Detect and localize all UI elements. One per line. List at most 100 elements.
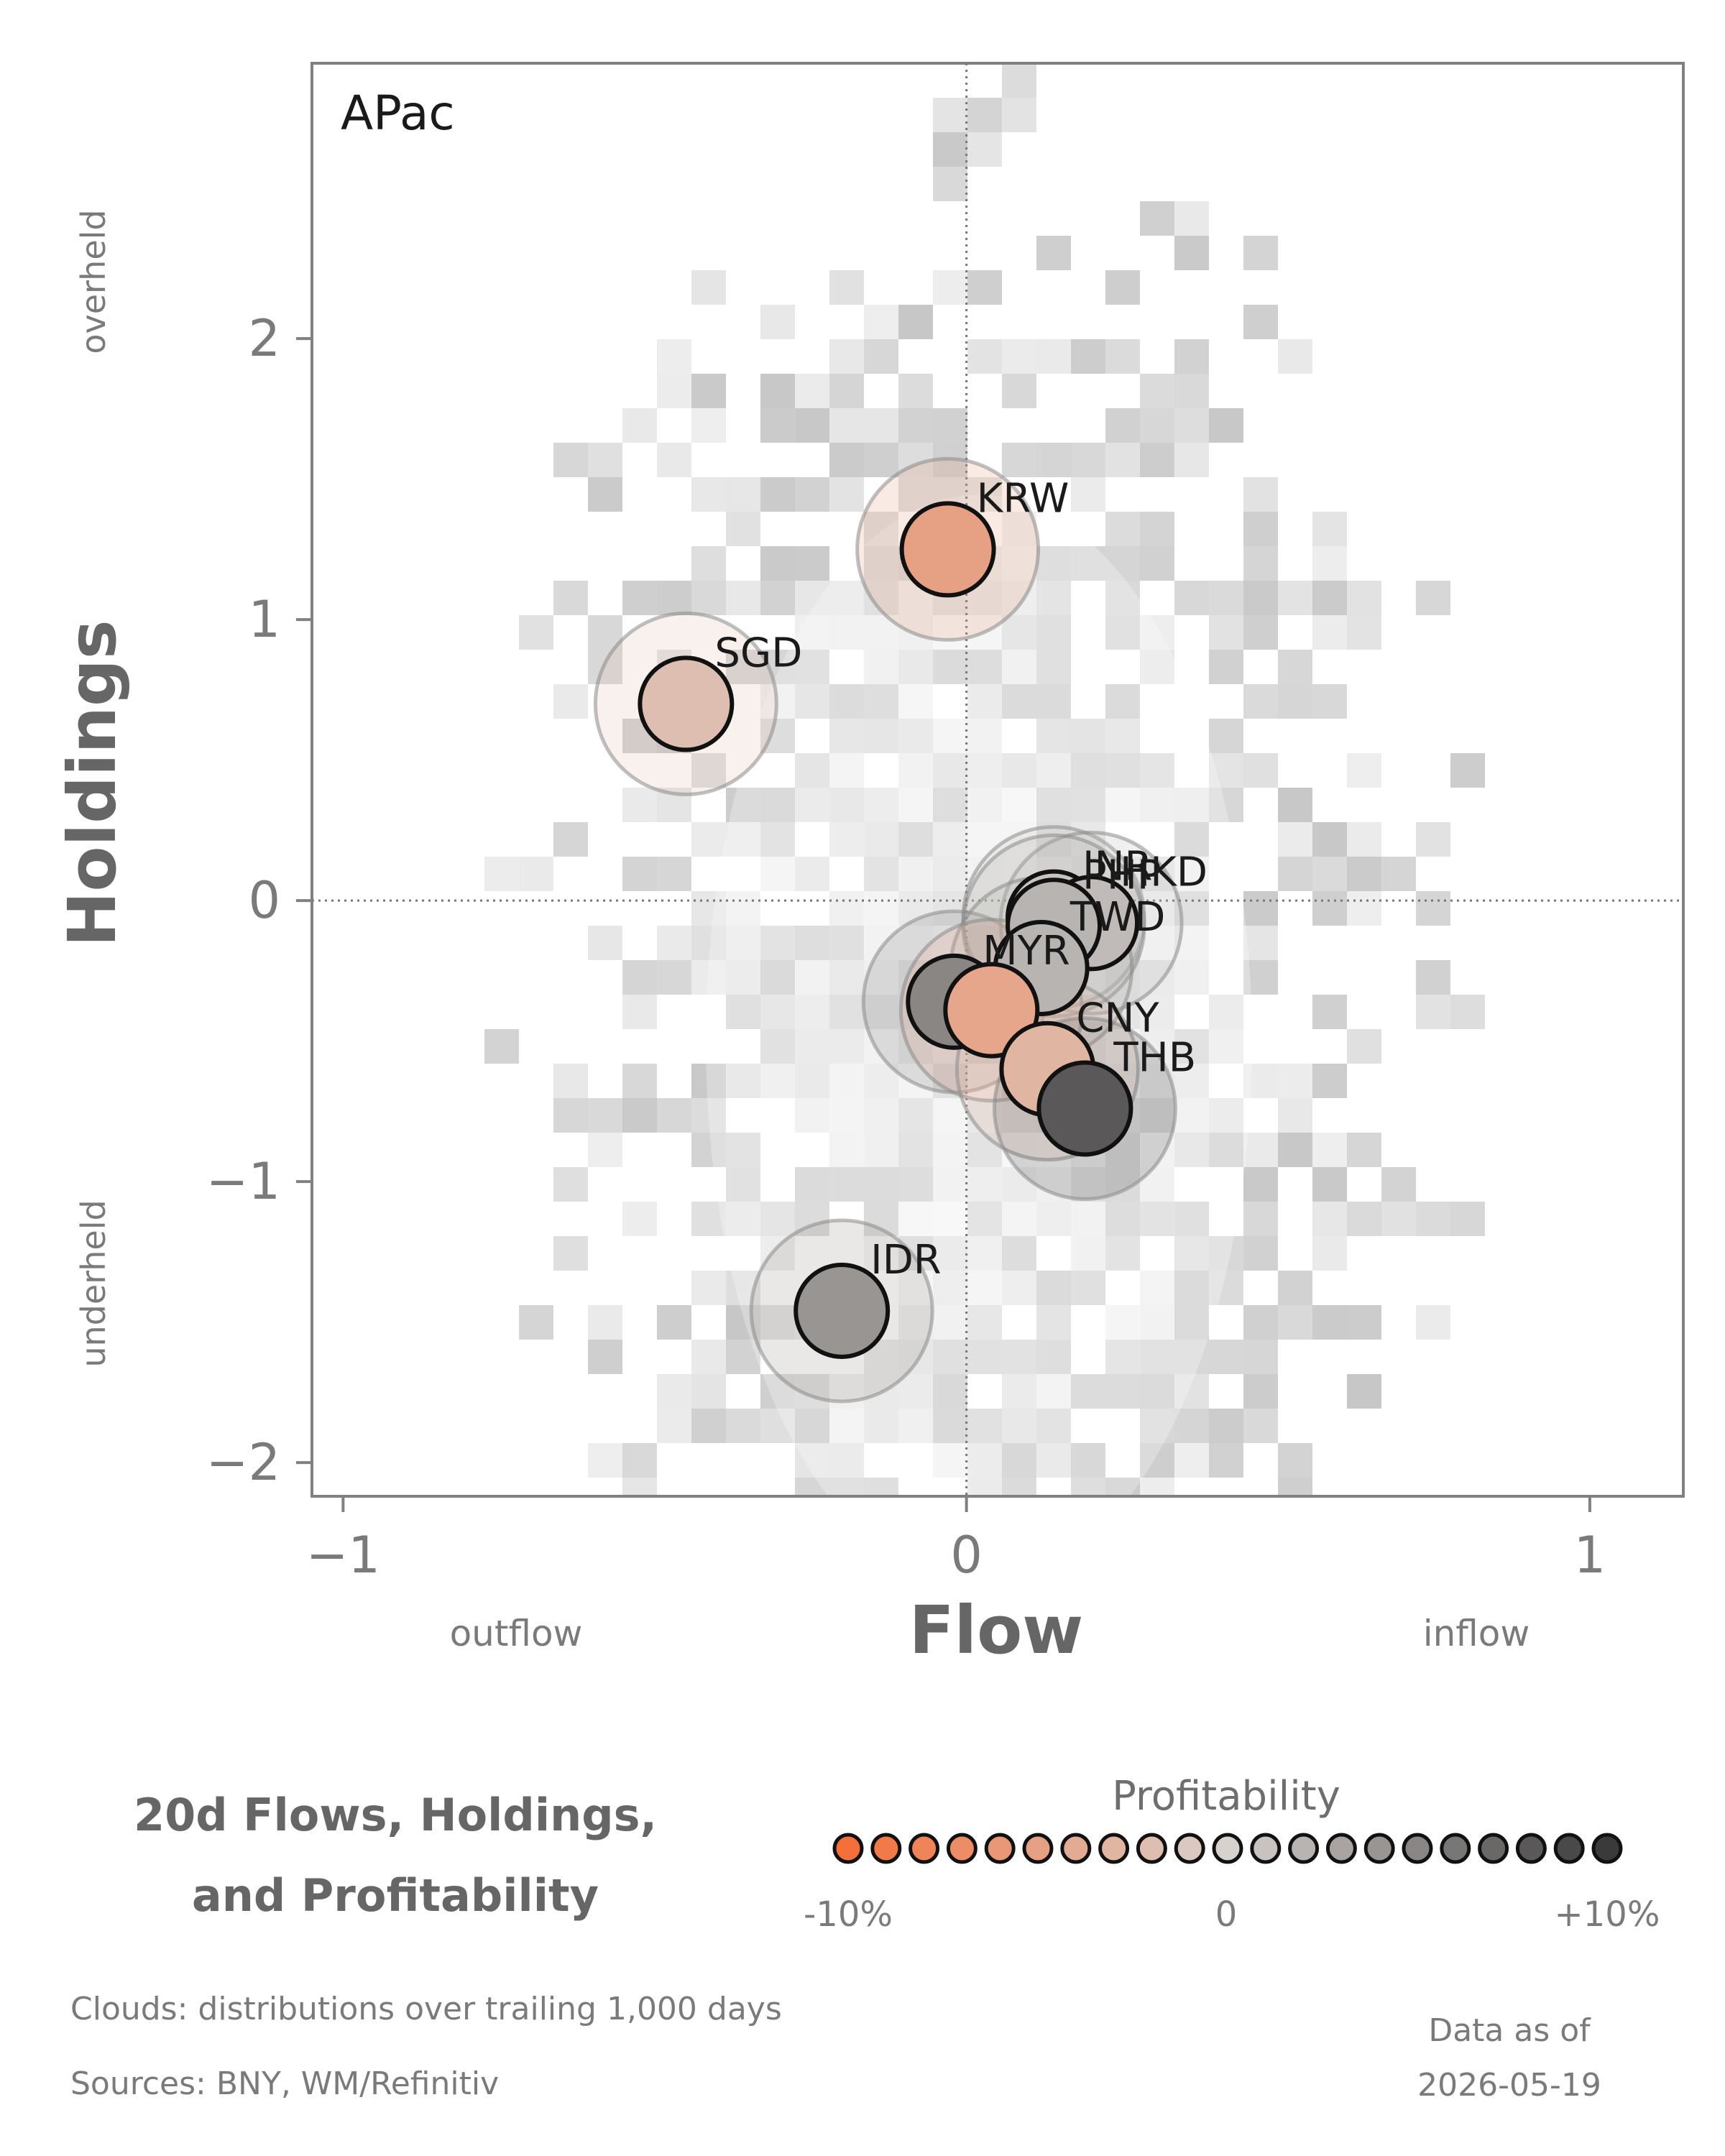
cloud-cell [1105,339,1140,374]
cloud-cell [829,270,864,305]
cloud-cell [1243,1202,1278,1236]
cloud-cell [1071,546,1105,581]
cloud-cell [588,477,622,512]
cloud-cell [898,684,933,719]
cloud-cell [829,891,864,926]
cloud-cell [1071,788,1105,822]
cloud-cell [1002,1409,1036,1443]
colorbar-swatch [1440,1833,1471,1864]
cloud-cell [1243,512,1278,546]
cloud-cell [622,1443,657,1478]
cloud-cell [1105,1478,1140,1496]
cloud-cell [864,926,898,960]
cloud-cell [795,788,829,822]
cloud-cell [967,684,1002,719]
cloud-cell [1174,1029,1209,1064]
cloud-cell [967,1236,1002,1271]
cloud-cell [1209,1409,1243,1443]
cloud-cell [829,477,864,512]
cloud-cell [622,1478,657,1496]
cloud-cell [967,1271,1002,1305]
cloud-cell [1243,615,1278,650]
cloud-cell [967,1202,1002,1236]
cloud-cell [1174,1098,1209,1133]
cloud-cell [864,305,898,339]
cloud-cell [1140,1443,1174,1478]
cloud-cell [933,167,967,201]
colorbar-swatch [1591,1833,1623,1864]
legend-title-line-2: and Profitability [191,1869,599,1922]
cloud-cell [933,1133,967,1167]
cloud-cell [933,857,967,891]
point-krw2 [943,962,1040,1059]
data-as-of: Data as of 2026-05-19 [1322,2004,1696,2113]
cloud-cell [1278,1271,1312,1305]
cloud-cell [933,98,967,132]
point-label-thb: THB [1113,1034,1196,1081]
cloud-cell [1416,1202,1450,1236]
colorbar-swatch [1363,1833,1395,1864]
cloud-cell [898,374,933,408]
point-thb [1036,1060,1133,1157]
cloud-cell [795,1443,829,1478]
cloud-cell [622,1202,657,1236]
cloud-cell [691,546,726,581]
colorbar-title: Profitability [1112,1773,1340,1820]
cloud-cell [588,1340,622,1374]
cloud-cell [1002,63,1036,98]
cloud-cell [898,788,933,822]
cloud-cell [726,891,760,926]
axis-ticks: −1 0 1 −2 −1 0 1 2 [206,309,1606,1585]
cloud-cell [898,753,933,788]
cloud-cell [933,408,967,443]
sources-note: Sources: BNY, WM/Refinitiv [70,2065,500,2102]
cloud-cell [1002,753,1036,788]
cloud-cell [1347,857,1381,891]
cloud-cell [933,788,967,822]
cloud-cell [795,581,829,615]
cloud-cell [829,374,864,408]
cloud-cell [829,719,864,753]
cloud-cell [1105,443,1140,477]
cloud-cell [1174,408,1209,443]
cloud-cell [829,684,864,719]
cloud-cell [691,960,726,995]
cloud-cell [1243,546,1278,581]
cloud-cell [1071,1478,1105,1496]
cloud-cell [1105,684,1140,719]
cloud-cell [1174,788,1209,822]
cloud-cell [933,1409,967,1443]
cloud-cell [691,1133,726,1167]
cloud-cell [760,1409,795,1443]
cloud-cell [1071,1443,1105,1478]
cloud-cell [1174,581,1209,615]
cloud-cell [622,408,657,443]
cloud-cell [864,546,898,581]
cloud-cell [622,788,657,822]
cloud-cell [933,1167,967,1202]
cloud-cell [691,822,726,857]
cloud-cell [588,926,622,960]
y-tick-label: −2 [206,1433,280,1492]
cloud-cell [1278,684,1312,719]
cloud-cell [760,1202,795,1236]
cloud-cell [519,615,553,650]
cloud-cell [1036,1305,1071,1340]
cloud-cell [1036,615,1071,650]
cloud-cell [933,1271,967,1305]
cloud-cell [1243,477,1278,512]
cloud-cell [1347,1374,1381,1409]
cloud-cell [864,1133,898,1167]
cloud-cell [1105,581,1140,615]
point-idr [794,1262,891,1359]
cloud-cell [829,408,864,443]
cloud-cell [898,926,933,960]
cloud-cell [1002,339,1036,374]
cloud-cell [829,615,864,650]
cloud-cell [933,1202,967,1236]
cloud-cell [829,788,864,822]
cloud-cell [864,1409,898,1443]
cloud-cell [829,1029,864,1064]
cloud-cell [1105,1340,1140,1374]
cloud-cell [1071,719,1105,753]
